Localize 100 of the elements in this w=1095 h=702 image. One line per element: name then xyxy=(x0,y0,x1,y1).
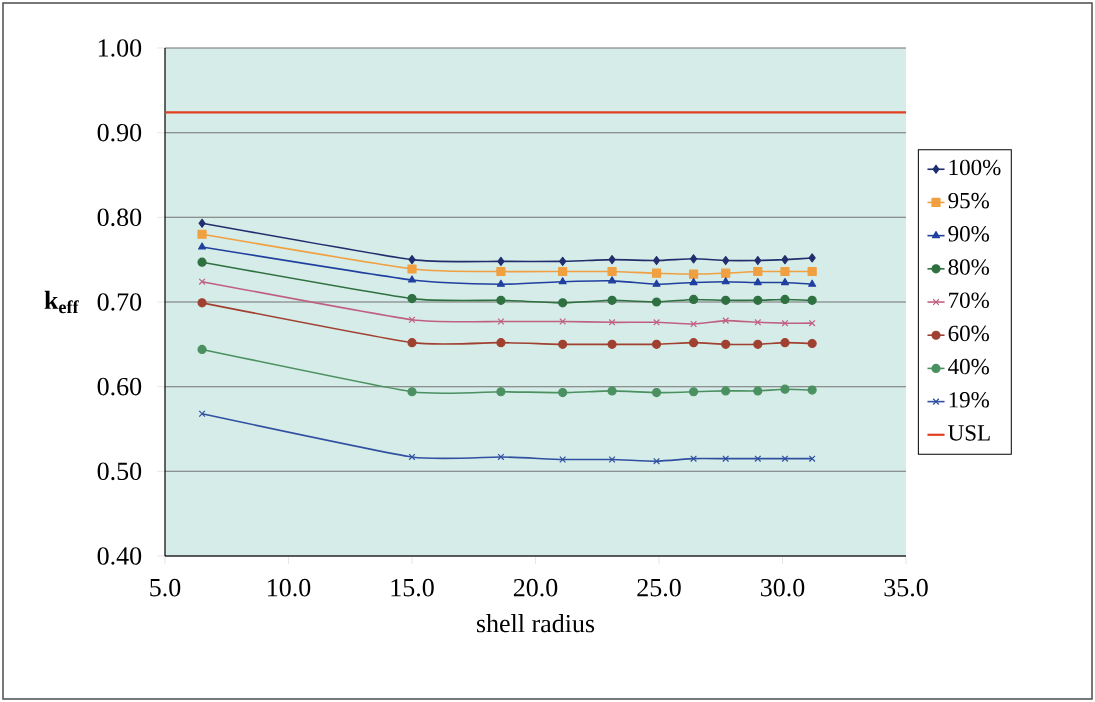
point xyxy=(781,455,789,463)
point xyxy=(408,316,416,324)
point xyxy=(721,268,731,278)
point xyxy=(721,277,730,285)
point xyxy=(559,456,567,463)
x-tick-label: 35.0 xyxy=(884,578,928,597)
x-tick-label: 5.0 xyxy=(150,578,181,597)
point xyxy=(754,255,762,266)
legend-label: 70% xyxy=(949,292,990,309)
point xyxy=(407,338,417,348)
point xyxy=(721,386,731,396)
point xyxy=(558,298,568,308)
legend-label: 95% xyxy=(948,192,990,209)
point xyxy=(808,455,816,463)
point xyxy=(497,318,505,325)
point xyxy=(198,218,206,228)
legend-label: 40% xyxy=(948,358,990,375)
point xyxy=(688,387,699,397)
point xyxy=(688,338,699,348)
point xyxy=(651,339,662,349)
point xyxy=(690,320,698,328)
y-tick-label: 0.90 xyxy=(97,123,142,142)
point xyxy=(652,279,661,287)
point xyxy=(608,255,616,265)
point xyxy=(652,255,661,266)
point xyxy=(608,456,616,463)
point xyxy=(808,279,817,287)
point xyxy=(807,266,817,277)
point xyxy=(753,386,763,396)
point xyxy=(688,294,699,305)
point xyxy=(721,339,731,349)
x-axis-title: shell radius xyxy=(477,614,595,633)
point xyxy=(407,294,417,304)
point xyxy=(197,257,207,267)
point xyxy=(689,254,698,264)
point xyxy=(753,339,763,349)
point xyxy=(753,277,762,286)
y-tick-label: 0.60 xyxy=(97,377,142,396)
legend-label: 80% xyxy=(948,259,990,275)
point xyxy=(407,275,417,283)
y-axis-title: k$_{eff}$ xyxy=(44,290,79,314)
y-tick-label: 0.50 xyxy=(97,462,142,481)
point xyxy=(753,266,763,277)
legend-label: 19% xyxy=(949,392,990,408)
legend-label: 90% xyxy=(948,226,990,242)
x-tick-label: 25.0 xyxy=(637,578,681,597)
point xyxy=(496,279,505,287)
point xyxy=(780,277,790,286)
x-tick-label: 10.0 xyxy=(268,578,311,597)
point xyxy=(651,268,662,278)
point xyxy=(754,455,762,463)
point xyxy=(197,242,207,250)
point xyxy=(780,294,790,305)
point xyxy=(754,318,762,326)
point xyxy=(781,255,789,265)
y-tick-label: 1.00 xyxy=(98,39,142,57)
point xyxy=(558,387,568,398)
point xyxy=(608,276,617,284)
legend-label: 60% xyxy=(948,325,990,342)
point xyxy=(496,338,506,348)
point xyxy=(807,338,817,349)
x-tick-label: 15.0 xyxy=(391,578,434,597)
point xyxy=(608,318,616,326)
point xyxy=(781,319,789,327)
point xyxy=(607,266,617,277)
point xyxy=(807,385,817,395)
point xyxy=(496,387,506,397)
point xyxy=(780,266,790,277)
point xyxy=(808,253,816,263)
point xyxy=(558,266,568,277)
point xyxy=(651,387,662,398)
y-tick-label: 0.70 xyxy=(97,293,142,311)
point xyxy=(689,277,698,286)
point xyxy=(607,339,617,349)
point xyxy=(559,256,567,266)
x-tick-label: 20.0 xyxy=(513,578,558,597)
point xyxy=(198,278,206,286)
point xyxy=(197,344,207,355)
point xyxy=(497,256,505,266)
legend-label: 100% xyxy=(949,159,1001,176)
point xyxy=(607,295,617,305)
point xyxy=(807,295,817,305)
point xyxy=(407,387,417,397)
point xyxy=(607,386,617,396)
point xyxy=(407,264,417,274)
point xyxy=(721,295,731,305)
legend-label: USL xyxy=(948,425,990,441)
point xyxy=(653,318,660,326)
point xyxy=(558,339,568,349)
point xyxy=(753,295,763,305)
point xyxy=(722,255,730,266)
point xyxy=(651,297,662,307)
point xyxy=(198,410,206,418)
point xyxy=(496,266,506,277)
x-tick-label: 30.0 xyxy=(760,578,805,597)
y-tick-label: 0.80 xyxy=(97,208,142,227)
point xyxy=(496,295,506,305)
point xyxy=(197,229,207,239)
point xyxy=(408,255,416,265)
point xyxy=(780,338,790,348)
